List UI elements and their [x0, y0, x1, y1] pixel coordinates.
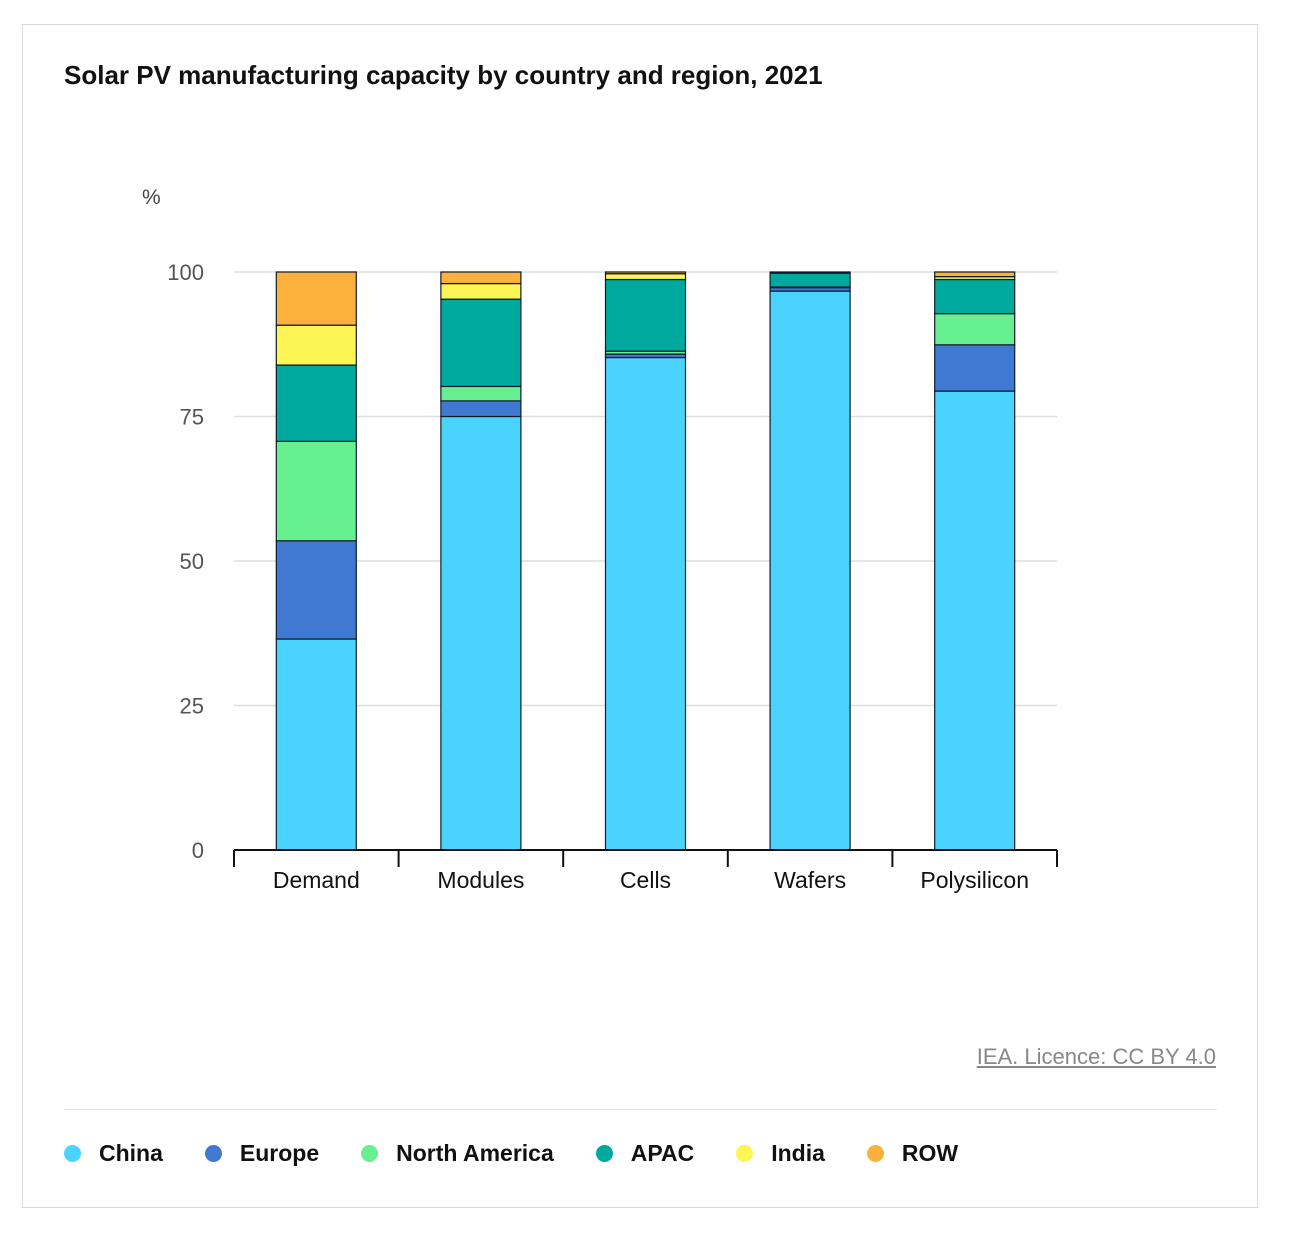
bar-segment — [604, 271, 687, 275]
bar-segment — [275, 271, 357, 326]
x-tick-label: Polysilicon — [920, 867, 1029, 893]
y-tick-label: 100 — [167, 260, 204, 285]
legend-swatch — [595, 1145, 613, 1162]
bar-segment — [275, 540, 357, 640]
bar-segment — [934, 271, 1016, 278]
legend-divider — [64, 1109, 1217, 1110]
bar-segment — [275, 324, 357, 366]
bar-segment — [275, 364, 357, 442]
legend-swatch — [866, 1145, 884, 1162]
legend-item[interactable]: China — [64, 1140, 163, 1167]
x-tick-label: Cells — [620, 867, 671, 893]
legend-item[interactable]: India — [736, 1140, 825, 1167]
legend: China Europe North America APAC India ROW — [64, 1140, 1000, 1167]
bar-segment — [934, 344, 1016, 392]
bar-segment — [604, 278, 687, 352]
bar-segment — [934, 278, 1016, 315]
bar-segment — [440, 415, 522, 851]
x-tick-label: Wafers — [774, 867, 846, 893]
bar-segment — [275, 638, 357, 851]
legend-label: China — [99, 1140, 163, 1166]
x-tick-label: Demand — [273, 867, 360, 893]
legend-item[interactable]: APAC — [595, 1140, 695, 1167]
legend-label: Europe — [239, 1140, 320, 1166]
licence-link[interactable]: IEA. Licence: CC BY 4.0 — [976, 1044, 1216, 1069]
y-tick-label: 0 — [192, 838, 204, 863]
legend-item[interactable]: ROW — [866, 1140, 959, 1167]
legend-swatch — [736, 1145, 754, 1162]
legend-label: APAC — [630, 1140, 695, 1166]
bar-segment — [769, 271, 851, 274]
y-tick-label: 75 — [180, 405, 204, 430]
bar-segment — [440, 271, 522, 285]
bar-segment — [440, 385, 522, 402]
chart-title: Solar PV manufacturing capacity by count… — [64, 60, 823, 90]
y-tick-label: 25 — [180, 694, 204, 719]
legend-label: North America — [396, 1140, 554, 1166]
bar-segment — [440, 282, 522, 300]
legend-swatch — [64, 1145, 81, 1162]
bar-segment — [440, 400, 522, 418]
bar-segment — [769, 290, 851, 851]
legend-item[interactable]: North America — [361, 1140, 554, 1167]
bar-segment — [934, 313, 1016, 346]
x-tick-label: Modules — [437, 867, 524, 893]
bar-segment — [769, 272, 851, 288]
bar-segment — [934, 390, 1016, 851]
y-axis-unit-label: % — [142, 186, 161, 209]
bar-segment — [440, 298, 522, 388]
legend-label: India — [771, 1140, 825, 1166]
bar-segment — [604, 356, 687, 851]
bar-segment — [275, 440, 357, 542]
y-tick-label: 50 — [180, 549, 204, 574]
legend-swatch — [204, 1145, 222, 1162]
legend-label: ROW — [901, 1140, 959, 1166]
legend-item[interactable]: Europe — [204, 1140, 320, 1167]
legend-swatch — [361, 1145, 379, 1162]
stacked-bar-chart: 0 25 50 75 100 Demand Modules Cells Wafers Polysi… — [167, 260, 1058, 893]
bar-segment — [604, 273, 687, 281]
